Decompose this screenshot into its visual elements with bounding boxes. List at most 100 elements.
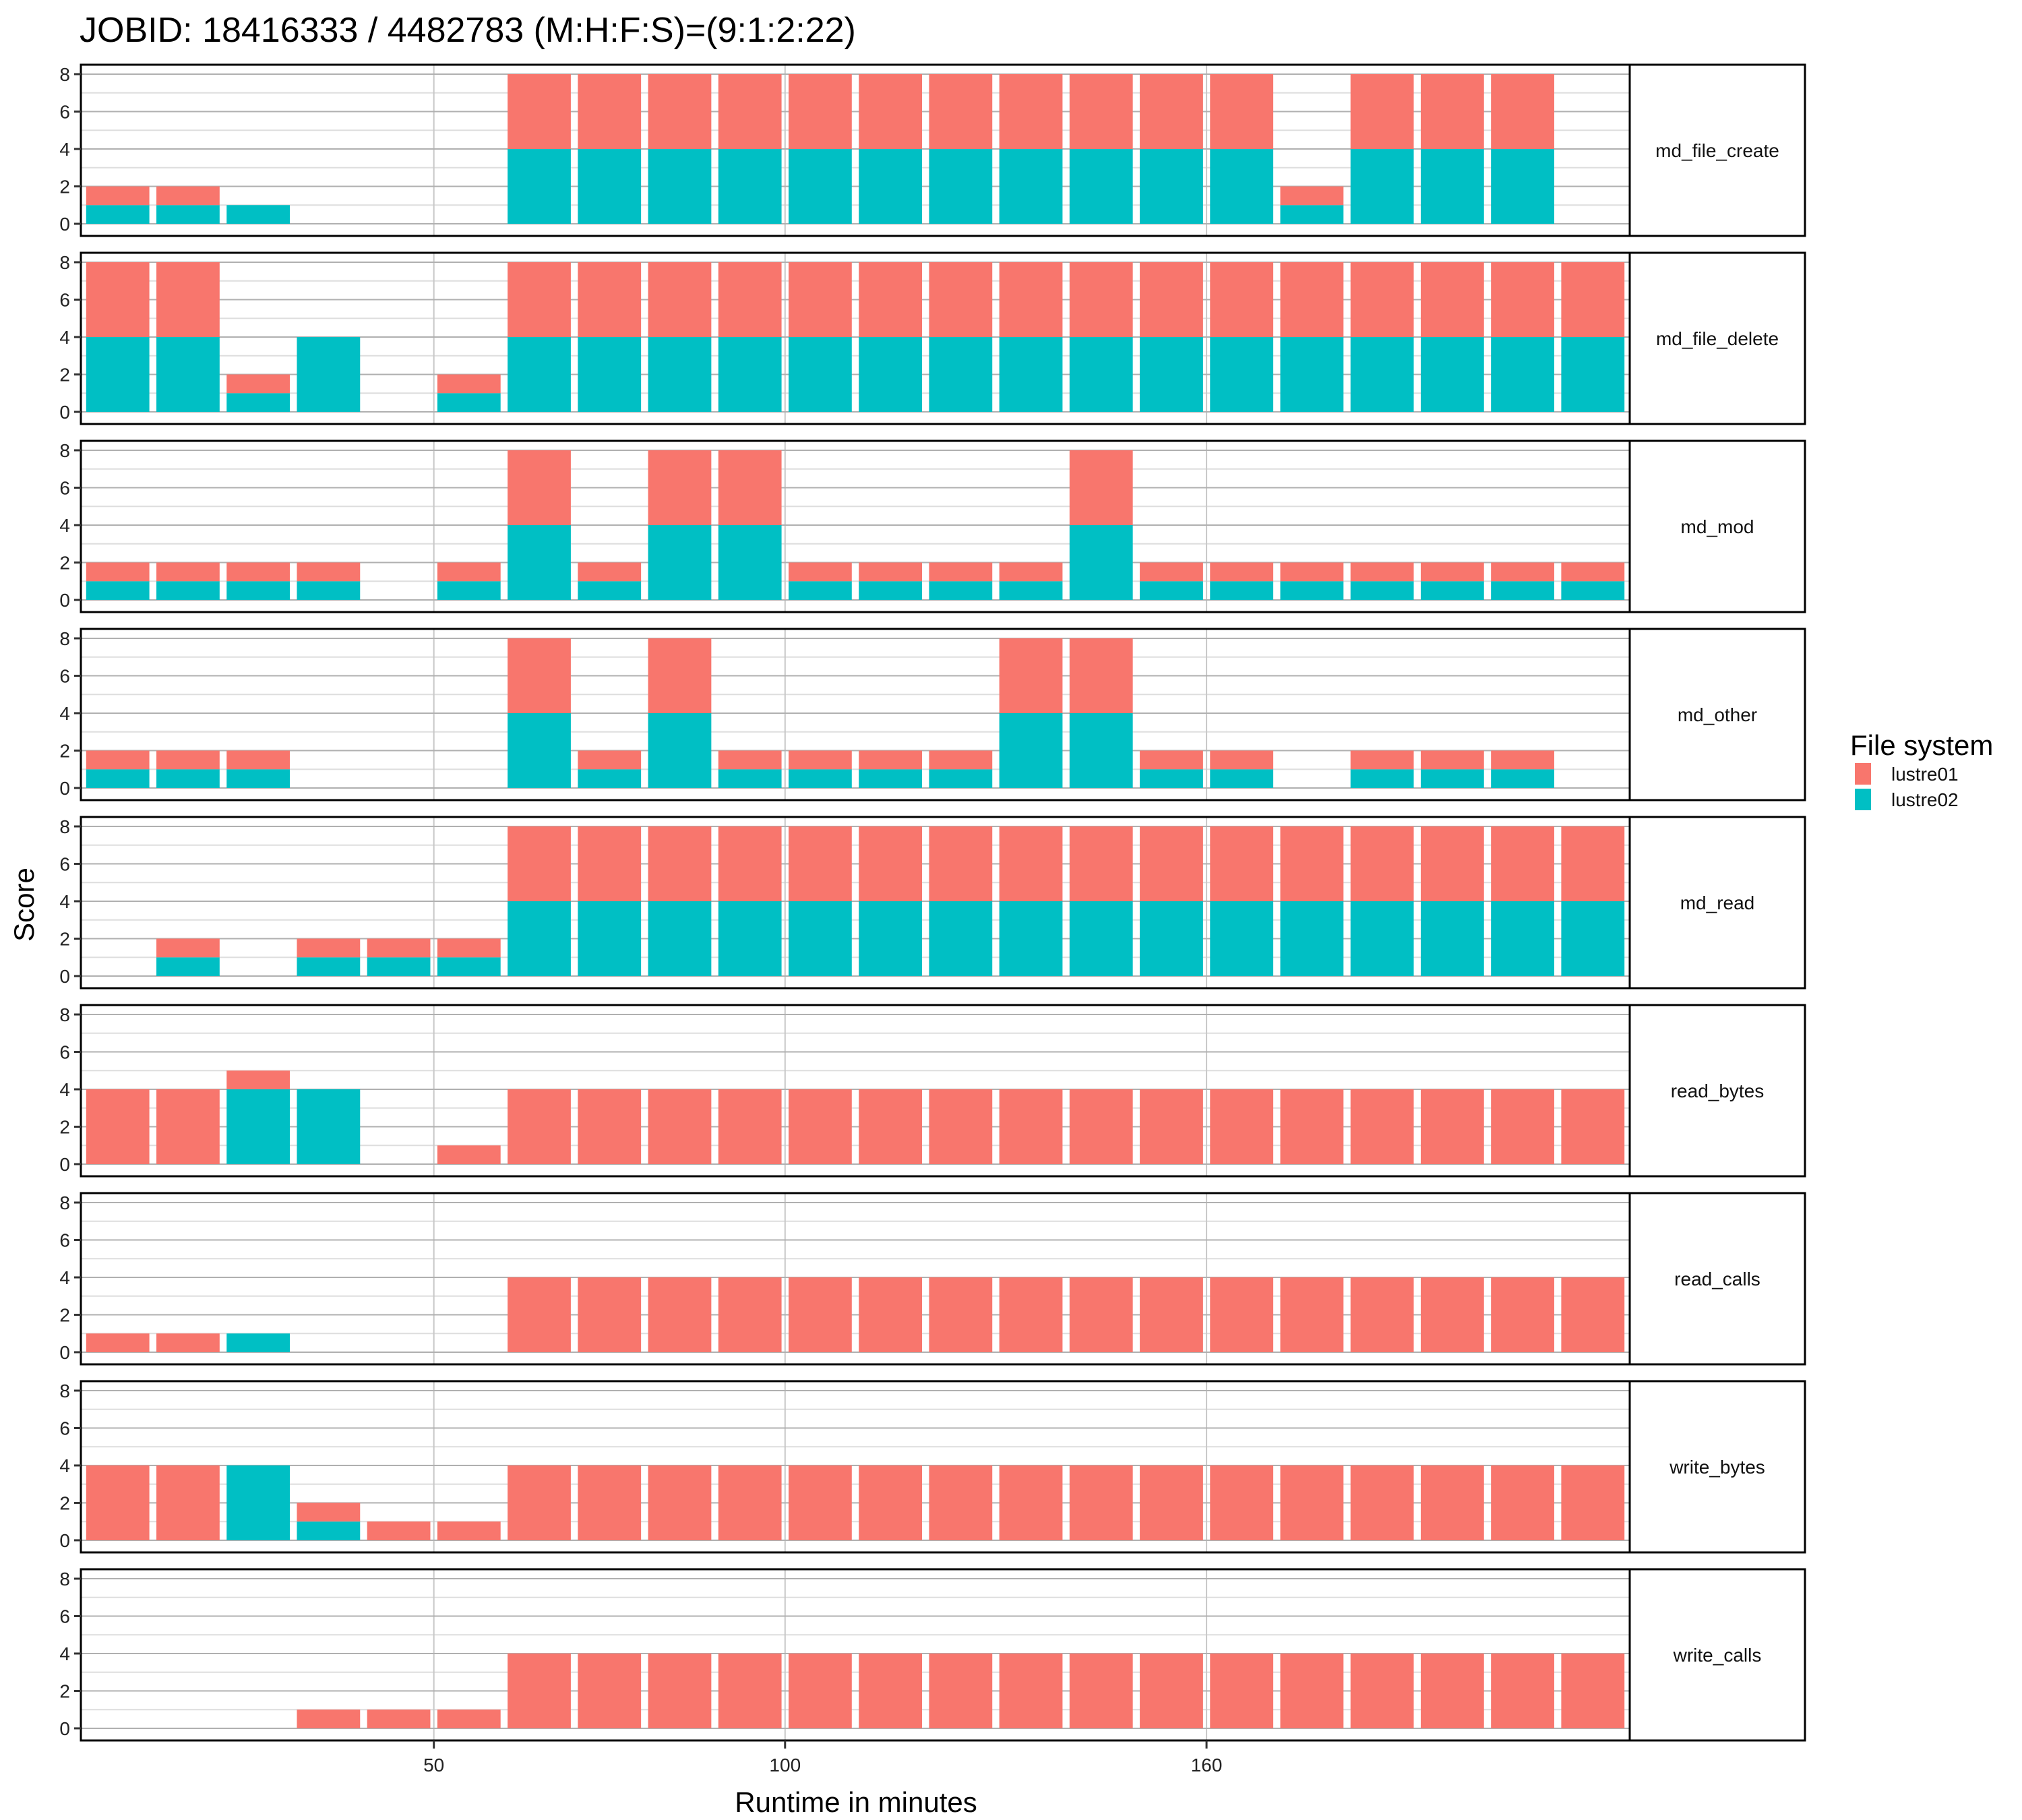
bar-lustre01 <box>999 1654 1063 1728</box>
bar-lustre01 <box>578 262 642 337</box>
facet-panel-read_bytes: read_bytes 0 2 4 6 8 <box>59 1004 1806 1178</box>
bar-lustre01 <box>578 562 642 582</box>
bar-lustre01 <box>1140 1089 1203 1164</box>
y-tick-label: 6 <box>59 1230 70 1251</box>
bar-lustre01 <box>859 1465 923 1540</box>
facet-strip-label: md_file_delete <box>1656 328 1779 349</box>
y-tick-label: 6 <box>59 1418 70 1439</box>
bar-lustre01 <box>1280 1277 1344 1352</box>
bar-lustre02 <box>297 1521 361 1540</box>
bar-lustre01 <box>1280 562 1344 582</box>
y-tick-label: 6 <box>59 666 70 687</box>
bar-lustre01 <box>1491 826 1554 901</box>
bar-lustre02 <box>578 149 642 224</box>
bar-lustre02 <box>1140 337 1203 412</box>
y-tick-label: 0 <box>59 402 70 423</box>
y-tick-label: 8 <box>59 1192 70 1213</box>
bar-lustre02 <box>1350 149 1414 224</box>
y-tick-label: 8 <box>59 1004 70 1025</box>
bar-lustre02 <box>437 393 501 412</box>
bar-lustre02 <box>718 901 782 976</box>
y-tick-label: 4 <box>59 891 70 912</box>
y-tick-label: 8 <box>59 1381 70 1401</box>
bar-lustre01 <box>1420 562 1484 582</box>
bar-lustre01 <box>156 1333 220 1352</box>
bar-lustre01 <box>86 750 150 770</box>
bar-lustre02 <box>859 337 923 412</box>
bar-lustre02 <box>297 581 361 600</box>
y-tick-label: 0 <box>59 1530 70 1551</box>
bar-lustre01 <box>1140 750 1203 770</box>
bar-lustre01 <box>648 74 712 149</box>
bar-lustre01 <box>1280 1654 1344 1728</box>
bar-lustre01 <box>648 1089 712 1164</box>
facet-panel-write_calls: write_calls 0 2 4 6 8 <box>59 1568 1806 1742</box>
bar-lustre01 <box>86 186 150 206</box>
bar-lustre01 <box>1350 750 1414 770</box>
bar-lustre02 <box>999 901 1063 976</box>
bar-lustre02 <box>226 1333 290 1352</box>
bar-lustre01 <box>1069 1465 1133 1540</box>
bar-lustre01 <box>1069 1277 1133 1352</box>
bar-lustre01 <box>1491 750 1554 770</box>
bar-lustre02 <box>1140 581 1203 600</box>
facet-strip-label: read_bytes <box>1671 1081 1765 1101</box>
bar-lustre01 <box>788 1089 852 1164</box>
y-tick-label: 2 <box>59 553 70 574</box>
bar-lustre01 <box>1210 1089 1274 1164</box>
bar-lustre01 <box>999 826 1063 901</box>
y-tick-label: 2 <box>59 1117 70 1138</box>
bar-lustre01 <box>1210 1277 1274 1352</box>
facet-panel-md_read: md_read 0 2 4 6 8 <box>59 816 1806 990</box>
bar-lustre01 <box>156 750 220 770</box>
bar-lustre01 <box>788 1654 852 1728</box>
bar-lustre01 <box>648 1465 712 1540</box>
bar-lustre01 <box>1210 74 1274 149</box>
bar-lustre02 <box>1491 337 1554 412</box>
bar-lustre02 <box>1491 149 1554 224</box>
bar-lustre01 <box>1210 826 1274 901</box>
bar-lustre01 <box>1350 262 1414 337</box>
bar-lustre02 <box>648 901 712 976</box>
bar-lustre01 <box>929 1277 993 1352</box>
bar-lustre01 <box>508 1465 571 1540</box>
bar-lustre02 <box>788 581 852 600</box>
bar-lustre01 <box>156 1089 220 1164</box>
bar-lustre01 <box>859 1277 923 1352</box>
x-axis: 50 100 160 <box>423 1740 1222 1776</box>
y-tick-label: 2 <box>59 1305 70 1326</box>
y-tick-label: 0 <box>59 1154 70 1175</box>
bar-lustre02 <box>508 149 571 224</box>
bar-lustre01 <box>718 1654 782 1728</box>
bar-lustre01 <box>859 826 923 901</box>
bar-lustre02 <box>859 769 923 788</box>
bar-lustre02 <box>367 957 431 976</box>
bar-lustre01 <box>1491 1277 1554 1352</box>
bar-lustre01 <box>578 1654 642 1728</box>
bar-lustre01 <box>86 262 150 337</box>
bar-lustre01 <box>1140 74 1203 149</box>
facet-strip-label: md_read <box>1680 892 1755 913</box>
bar-lustre02 <box>1210 337 1274 412</box>
bar-lustre02 <box>1210 581 1274 600</box>
bar-lustre02 <box>226 205 290 224</box>
facet-strip <box>1628 1568 1806 1742</box>
bar-lustre01 <box>508 450 571 525</box>
bar-lustre01 <box>1491 1465 1554 1540</box>
y-tick-label: 8 <box>59 252 70 273</box>
y-tick-label: 8 <box>59 440 70 461</box>
bar-lustre01 <box>578 1277 642 1352</box>
bar-lustre01 <box>437 1709 501 1728</box>
bar-lustre01 <box>1350 1089 1414 1164</box>
bar-lustre02 <box>929 337 993 412</box>
bar-lustre01 <box>859 74 923 149</box>
facet-strip-label: md_other <box>1678 704 1757 725</box>
bar-lustre01 <box>1210 1465 1274 1540</box>
bar-lustre02 <box>86 337 150 412</box>
bar-lustre01 <box>1561 262 1625 337</box>
bar-lustre01 <box>788 562 852 582</box>
y-tick-label: 6 <box>59 1042 70 1063</box>
bar-lustre01 <box>1420 74 1484 149</box>
bar-lustre02 <box>437 581 501 600</box>
